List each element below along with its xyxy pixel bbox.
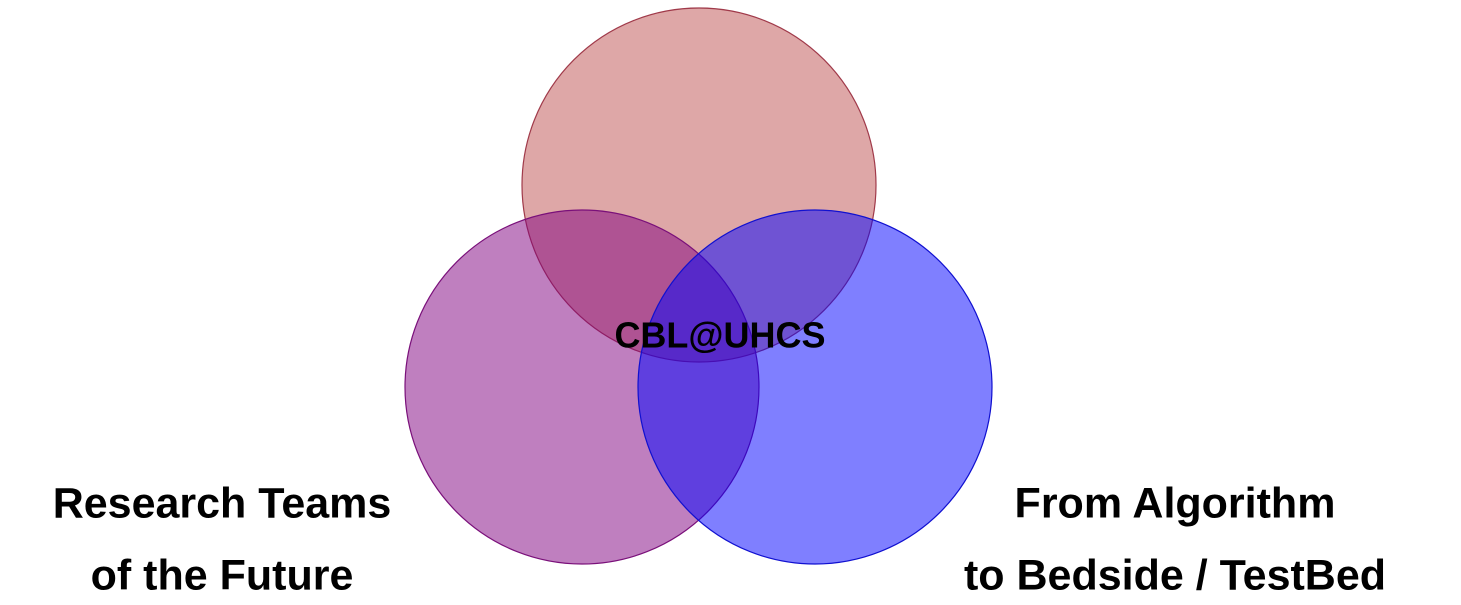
left-label-line: of the Future bbox=[91, 551, 354, 599]
center-label: CBL@UHCS bbox=[614, 315, 825, 356]
left-label-line: Research Teams bbox=[53, 479, 392, 527]
right-label-line: From Algorithm bbox=[1015, 479, 1336, 527]
right-label-line: to Bedside / TestBed bbox=[964, 551, 1386, 599]
circle-right bbox=[637, 209, 993, 565]
